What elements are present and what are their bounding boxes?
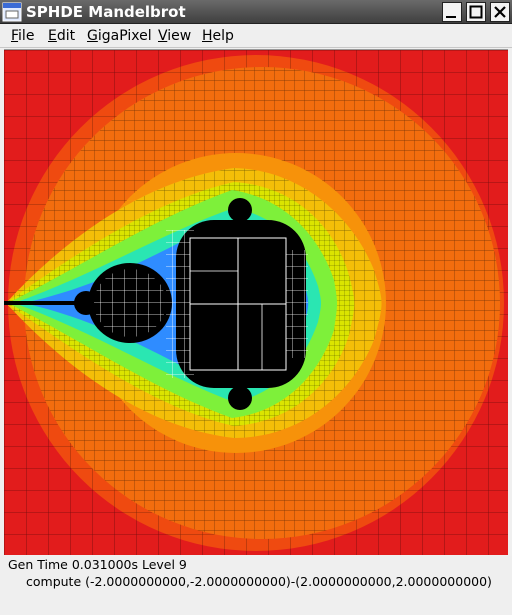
close-button[interactable] — [490, 2, 510, 22]
window-title: SPHDE Mandelbrot — [26, 3, 186, 21]
menu-view[interactable]: View — [158, 28, 192, 44]
gen-time-status: Gen Time 0.031000s Level 9 — [8, 557, 187, 572]
menu-edit[interactable]: Edit — [48, 28, 76, 44]
compute-region-status: compute (-2.0000000000,-2.0000000000)-(2… — [26, 574, 492, 589]
minimize-icon — [446, 16, 456, 18]
menu-bar: File Edit GigaPixel View Help — [0, 24, 512, 48]
mandelbrot-image — [4, 50, 508, 555]
status-area: Gen Time 0.031000s Level 9 compute (-2.0… — [0, 556, 512, 615]
menu-gigapixel[interactable]: GigaPixel — [87, 28, 152, 44]
minimize-button[interactable] — [442, 2, 462, 22]
menu-file[interactable]: File — [11, 28, 35, 44]
application-window-icon[interactable] — [2, 2, 22, 22]
title-bar: SPHDE Mandelbrot — [0, 0, 512, 24]
maximize-icon — [469, 5, 483, 19]
menu-help[interactable]: Help — [202, 28, 234, 44]
close-icon — [494, 6, 506, 18]
maximize-button[interactable] — [466, 2, 486, 22]
mandelbrot-canvas[interactable] — [4, 49, 508, 555]
